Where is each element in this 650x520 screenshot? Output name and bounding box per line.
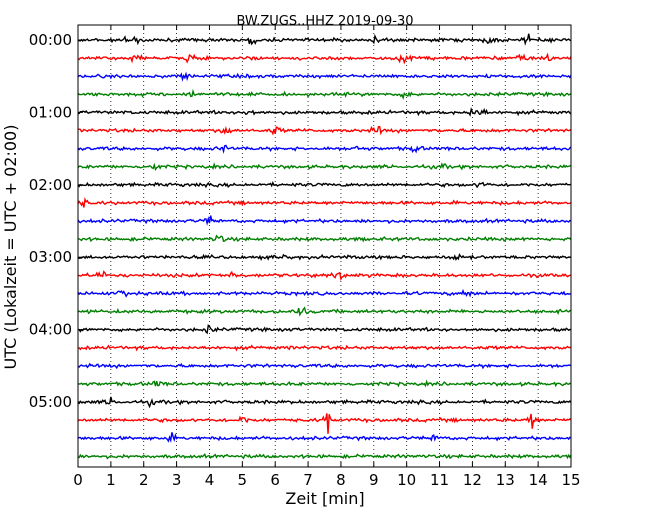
x-tick-label: 9	[369, 471, 379, 489]
trace-0400	[77, 324, 572, 335]
trace-0445	[77, 379, 572, 388]
trace-0300	[77, 253, 572, 261]
x-tick-label: 14	[529, 471, 548, 489]
y-axis-label: UTC (Lokalzeit = UTC + 02:00)	[1, 125, 20, 370]
trace-0515	[77, 413, 572, 434]
trace-0545	[77, 453, 572, 460]
trace-0200	[77, 181, 572, 189]
trace-0330	[77, 288, 572, 298]
trace-0430	[77, 362, 572, 370]
trace-0345	[77, 306, 572, 317]
trace-0130	[77, 144, 572, 155]
x-tick-label: 6	[270, 471, 280, 489]
x-tick-label: 12	[463, 471, 482, 489]
seismic-traces	[77, 33, 572, 460]
y-tick-label: 00:00	[29, 31, 72, 49]
y-tick-label: 05:00	[29, 393, 72, 411]
trace-0045	[77, 88, 572, 101]
x-tick-label: 3	[172, 471, 182, 489]
trace-0015	[77, 52, 572, 65]
x-tick-label: 2	[139, 471, 149, 489]
x-tick-label: 8	[336, 471, 346, 489]
x-tick-label: 7	[303, 471, 313, 489]
trace-0315	[77, 270, 572, 282]
x-tick-label: 13	[496, 471, 515, 489]
trace-0415	[77, 344, 572, 352]
y-tick-label: 02:00	[29, 176, 72, 194]
trace-0100	[77, 106, 572, 117]
chart-title: BW.ZUGS..HHZ 2019-09-30	[236, 14, 413, 29]
plot-frame	[77, 24, 572, 468]
x-tick-label: 0	[73, 471, 83, 489]
x-tick-label: 11	[430, 471, 449, 489]
x-tick-label: 4	[205, 471, 215, 489]
y-tick-label: 03:00	[29, 248, 72, 266]
trace-0115	[77, 125, 572, 136]
trace-0000	[77, 33, 572, 46]
trace-0500	[77, 396, 572, 409]
y-tick-label: 01:00	[29, 103, 72, 121]
y-axis: 00:00 01:00 02:00 03:00 04:00 05:00	[29, 31, 83, 411]
x-axis-label: Zeit [min]	[285, 489, 364, 508]
trace-0030	[77, 71, 572, 82]
x-tick-label: 15	[561, 471, 580, 489]
trace-0530	[77, 432, 572, 443]
trace-0145	[77, 162, 572, 172]
x-tick-label: 1	[106, 471, 116, 489]
grid-lines	[110, 25, 539, 467]
x-tick-label: 5	[238, 471, 248, 489]
trace-0230	[77, 215, 572, 226]
x-tick-label: 10	[397, 471, 416, 489]
x-axis: 0 1 2 3 4 5 6 7 8 9 10 11 12 13 14 15	[73, 25, 581, 489]
trace-0245	[77, 234, 572, 243]
y-tick-label: 04:00	[29, 321, 72, 339]
trace-0215	[77, 197, 572, 208]
